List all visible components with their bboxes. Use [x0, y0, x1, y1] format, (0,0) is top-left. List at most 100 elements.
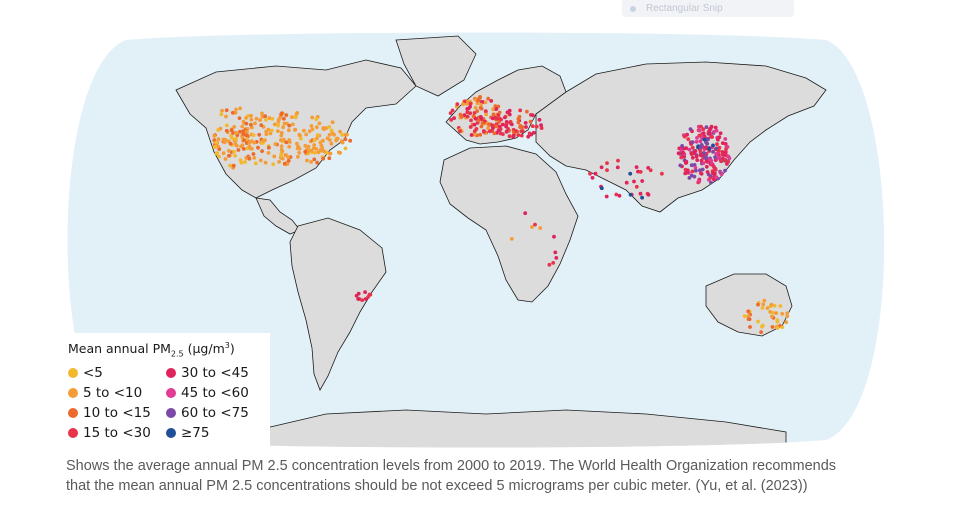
pm25-dot: [256, 145, 260, 150]
pm25-dot: [310, 127, 315, 132]
pm25-dot: [719, 159, 724, 164]
pm25-dot: [713, 168, 718, 172]
pm25-dot: [494, 116, 499, 121]
legend-title: Mean annual PM2.5 (μg/m3): [68, 341, 270, 359]
pm25-dot: [507, 134, 512, 139]
pm25-dot: [599, 186, 604, 191]
pm25-dot: [479, 116, 484, 121]
pm25-dot: [692, 163, 697, 167]
pm25-dot: [266, 127, 271, 132]
pm25-dot: [254, 116, 259, 121]
pm25-dot: [714, 146, 719, 151]
pm25-dot: [219, 112, 224, 117]
pm25-dot: [520, 125, 525, 130]
pm25-dot: [640, 179, 645, 183]
pm25-dot: [483, 100, 488, 105]
pm25-dot: [498, 131, 503, 136]
antarctica-landmass: [265, 409, 787, 448]
pm25-dot: [694, 154, 699, 159]
figure-caption: Shows the average annual PM 2.5 concentr…: [66, 458, 837, 494]
pm25-dot: [519, 133, 524, 138]
pm25-dot: [476, 97, 481, 102]
pm25-dot: [231, 163, 236, 168]
pm25-dot: [704, 125, 709, 130]
legend-label: 30 to <45: [181, 364, 249, 381]
pm25-dot: [309, 160, 313, 164]
pm25-dot: [769, 302, 774, 307]
pm25-dot: [315, 133, 320, 138]
pm25-dot: [452, 116, 456, 120]
pm25-dot: [530, 113, 535, 117]
pm25-dot: [481, 129, 486, 133]
pm25-dot: [702, 151, 707, 156]
pm25-dot: [320, 148, 324, 153]
snip-tool-chip[interactable]: Rectangular Snip: [622, 0, 794, 17]
pm25-dot: [325, 150, 329, 155]
pm25-dot: [720, 141, 725, 145]
pm25-dot: [293, 127, 298, 132]
pm25-dot: [689, 151, 694, 155]
pm25-dot: [490, 123, 495, 128]
pm25-dot: [765, 306, 770, 310]
pm25-dot: [772, 303, 777, 308]
pm25-dot: [778, 304, 783, 308]
pm25-dot: [222, 140, 227, 145]
pm25-dot: [638, 191, 643, 196]
pm25-dot: [720, 150, 725, 154]
pm25-dot: [704, 145, 708, 150]
pm25-dot: [679, 155, 684, 160]
pm25-dot: [266, 151, 271, 155]
pm25-dot: [590, 175, 595, 180]
pm25-dot: [354, 293, 359, 298]
africa-landmass: [439, 145, 579, 303]
pm25-dot: [286, 158, 291, 163]
pm25-dot: [304, 132, 309, 137]
pm25-dot: [287, 123, 292, 128]
pm25-dot: [507, 112, 512, 117]
pm25-dot: [690, 169, 695, 174]
pm25-dot: [253, 161, 258, 166]
pm25-dot: [638, 170, 643, 174]
pm25-dot: [473, 116, 478, 121]
pm25-dot: [226, 149, 231, 153]
pm25-dot: [552, 234, 556, 239]
pm25-dot: [703, 155, 707, 160]
pm25-dot: [461, 102, 465, 106]
pm25-dot: [486, 126, 490, 130]
pm25-dot: [762, 298, 767, 303]
legend-swatch-dot: [166, 387, 176, 398]
legend-title-main: Mean annual PM: [68, 341, 171, 356]
pm25-dot: [713, 155, 717, 160]
pm25-dot: [486, 96, 491, 101]
pm25-dot: [221, 137, 226, 142]
pm25-dot: [710, 134, 714, 139]
pm25-dot: [690, 140, 695, 144]
pm25-dot: [489, 99, 494, 103]
pm25-dot: [528, 119, 533, 124]
pm25-dot: [701, 161, 706, 166]
legend-item: ≥75: [166, 424, 266, 441]
pm25-dot: [648, 168, 653, 173]
pm25-dot: [684, 159, 689, 164]
pm25-dot: [282, 137, 286, 142]
pm25-dot: [465, 110, 470, 115]
legend-title-subscript: 2.5: [170, 349, 184, 359]
pm25-dot: [217, 154, 222, 159]
pm25-dot: [775, 319, 780, 324]
pm25-dot: [315, 160, 320, 165]
pm25-dot: [313, 150, 317, 155]
pm25-dot: [699, 171, 703, 176]
legend-label: 45 to <60: [181, 384, 249, 401]
pm25-dot: [499, 117, 503, 122]
pm25-dot: [593, 171, 598, 176]
pm25-dot: [646, 192, 651, 197]
pm25-dot: [321, 138, 325, 143]
pm25-dot: [553, 250, 558, 255]
pm25-dot: [723, 142, 728, 146]
pm25-dot: [227, 153, 231, 158]
pm25-dot: [224, 108, 229, 113]
legend-swatch-dot: [68, 387, 78, 398]
pm25-dot: [233, 141, 238, 146]
snip-icon: [630, 5, 636, 12]
pm25-dot: [717, 148, 721, 153]
